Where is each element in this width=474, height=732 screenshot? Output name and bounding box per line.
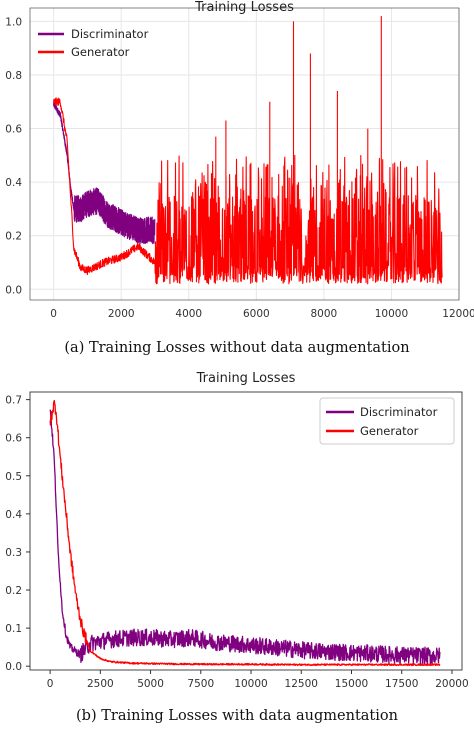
x-tick-label: 15000	[335, 678, 368, 690]
y-tick-label: 0.6	[5, 433, 22, 445]
legend-label-discriminator: Discriminator	[360, 405, 438, 419]
y-tick-label: 0.3	[5, 547, 22, 559]
chart-title: Training Losses	[196, 371, 296, 386]
y-tick-label: 0.2	[5, 585, 22, 597]
x-tick-label: 5000	[137, 678, 164, 690]
series-line-generator	[53, 16, 443, 285]
x-tick-label: 2500	[87, 678, 114, 690]
legend-label-generator: Generator	[71, 45, 130, 59]
x-tick-label: 0	[47, 678, 54, 690]
series-group	[49, 399, 441, 667]
legend-label-discriminator: Discriminator	[71, 27, 149, 41]
y-tick-label: 0.7	[5, 395, 22, 407]
x-tick-label: 6000	[243, 308, 270, 320]
series-line-generator	[49, 399, 441, 667]
x-tick-label: 2000	[108, 308, 135, 320]
y-tick-label: 0.4	[5, 509, 22, 521]
x-tick-label: 8000	[311, 308, 338, 320]
x-tick-label: 12500	[285, 678, 318, 690]
x-tick-label: 10000	[234, 678, 267, 690]
y-tick-label: 0.0	[5, 284, 22, 296]
x-tick-label: 7500	[187, 678, 214, 690]
y-tick-label: 0.1	[5, 623, 22, 635]
chart-title: Training Losses	[194, 0, 294, 15]
series-group	[53, 16, 443, 285]
x-tick-label: 4000	[175, 308, 202, 320]
caption-a: (a) Training Losses without data augment…	[64, 340, 410, 356]
y-tick-label: 0.5	[5, 471, 22, 483]
legend-box	[319, 397, 455, 445]
x-tick-label: 12000	[442, 308, 474, 320]
x-tick-label: 20000	[435, 678, 468, 690]
legend-label-generator: Generator	[360, 424, 419, 438]
x-tick-label: 17500	[385, 678, 418, 690]
x-tick-label: 0	[50, 308, 57, 320]
plot-frame	[29, 391, 463, 671]
series-line-discriminator	[49, 409, 441, 665]
y-tick-label: 0.0	[5, 661, 22, 673]
y-tick-label: 0.4	[5, 177, 22, 189]
caption-b: (b) Training Losses with data augmentati…	[76, 708, 398, 724]
y-tick-label: 0.2	[5, 231, 22, 243]
y-tick-label: 0.8	[5, 70, 22, 82]
y-tick-label: 1.0	[5, 16, 22, 28]
x-tick-label: 10000	[375, 308, 408, 320]
y-tick-label: 0.6	[5, 124, 22, 136]
plot-frame	[29, 7, 460, 301]
